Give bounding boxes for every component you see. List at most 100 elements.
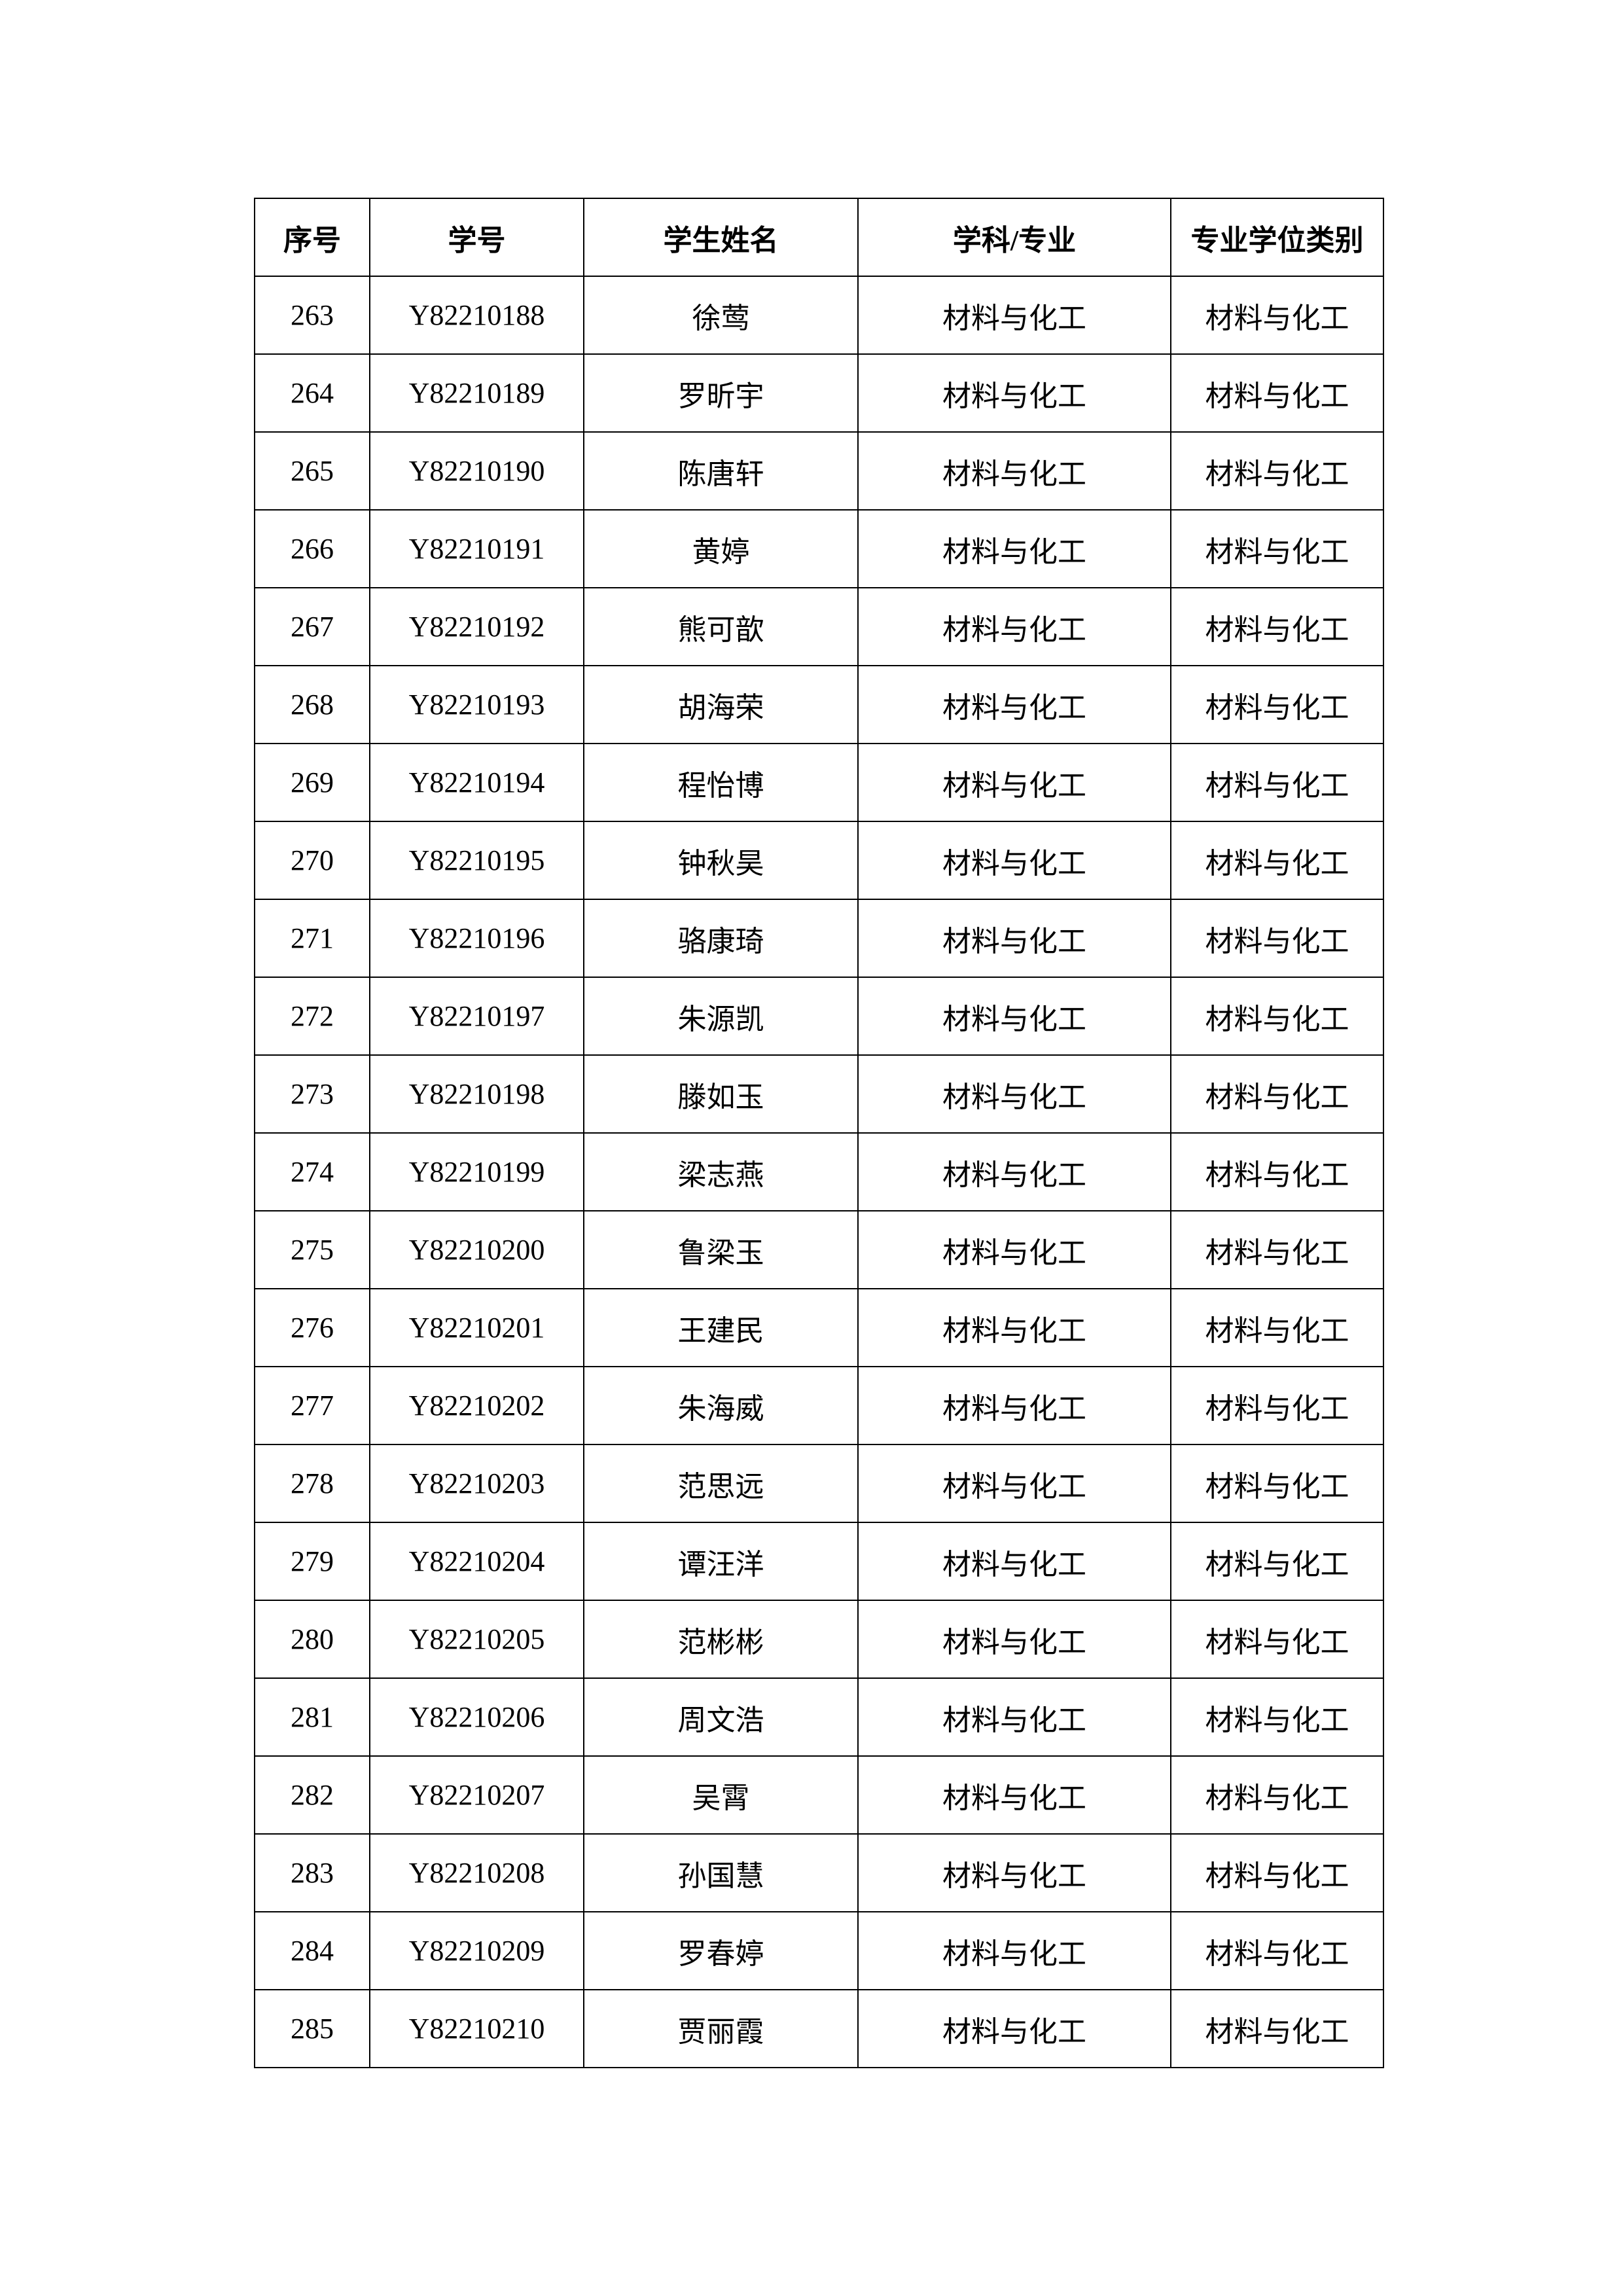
cell-index: 263 xyxy=(254,276,370,355)
cell-index: 265 xyxy=(254,431,370,511)
cell-discipline: 材料与化工 xyxy=(857,977,1171,1056)
cell-degree-category: 材料与化工 xyxy=(1170,353,1384,433)
cell-index: 267 xyxy=(254,587,370,666)
cell-index: 268 xyxy=(254,665,370,744)
table-row: 285 Y82210210 贾丽霞 材料与化工 材料与化工 xyxy=(254,1989,1384,2068)
cell-degree-category: 材料与化工 xyxy=(1170,1911,1384,1990)
cell-student-id: Y82210192 xyxy=(369,587,584,666)
cell-degree-category: 材料与化工 xyxy=(1170,587,1384,666)
cell-degree-category: 材料与化工 xyxy=(1170,1054,1384,1134)
cell-student-name: 胡海荣 xyxy=(583,665,859,744)
cell-discipline: 材料与化工 xyxy=(857,1288,1171,1367)
cell-student-id: Y82210189 xyxy=(369,353,584,433)
cell-discipline: 材料与化工 xyxy=(857,743,1171,822)
cell-degree-category: 材料与化工 xyxy=(1170,1132,1384,1211)
cell-student-name: 钟秋昊 xyxy=(583,821,859,900)
cell-index: 266 xyxy=(254,509,370,588)
cell-degree-category: 材料与化工 xyxy=(1170,509,1384,588)
cell-student-name: 滕如玉 xyxy=(583,1054,859,1134)
cell-student-name: 罗春婷 xyxy=(583,1911,859,1990)
cell-index: 273 xyxy=(254,1054,370,1134)
cell-index: 283 xyxy=(254,1833,370,1912)
table-row: 283 Y82210208 孙国慧 材料与化工 材料与化工 xyxy=(254,1833,1384,1912)
cell-student-id: Y82210193 xyxy=(369,665,584,744)
table-row: 282 Y82210207 吴霄 材料与化工 材料与化工 xyxy=(254,1755,1384,1835)
cell-student-name: 程怡博 xyxy=(583,743,859,822)
cell-discipline: 材料与化工 xyxy=(857,1755,1171,1835)
cell-student-id: Y82210201 xyxy=(369,1288,584,1367)
header-student-name: 学生姓名 xyxy=(583,198,859,277)
cell-student-id: Y82210197 xyxy=(369,977,584,1056)
cell-student-id: Y82210191 xyxy=(369,509,584,588)
cell-student-id: Y82210209 xyxy=(369,1911,584,1990)
cell-discipline: 材料与化工 xyxy=(857,509,1171,588)
cell-discipline: 材料与化工 xyxy=(857,1600,1171,1679)
cell-student-id: Y82210206 xyxy=(369,1677,584,1757)
cell-degree-category: 材料与化工 xyxy=(1170,665,1384,744)
header-discipline: 学科/专业 xyxy=(857,198,1171,277)
cell-student-name: 陈唐轩 xyxy=(583,431,859,511)
cell-index: 276 xyxy=(254,1288,370,1367)
table-row: 276 Y82210201 王建民 材料与化工 材料与化工 xyxy=(254,1288,1384,1367)
header-student-id: 学号 xyxy=(369,198,584,277)
cell-student-id: Y82210200 xyxy=(369,1210,584,1289)
table-row: 266 Y82210191 黄婷 材料与化工 材料与化工 xyxy=(254,509,1384,588)
cell-degree-category: 材料与化工 xyxy=(1170,1288,1384,1367)
cell-student-id: Y82210204 xyxy=(369,1522,584,1601)
cell-index: 270 xyxy=(254,821,370,900)
table-row: 269 Y82210194 程怡博 材料与化工 材料与化工 xyxy=(254,743,1384,822)
cell-degree-category: 材料与化工 xyxy=(1170,1989,1384,2068)
table-row: 272 Y82210197 朱源凯 材料与化工 材料与化工 xyxy=(254,977,1384,1056)
table-row: 278 Y82210203 范思远 材料与化工 材料与化工 xyxy=(254,1444,1384,1523)
cell-student-name: 熊可歆 xyxy=(583,587,859,666)
cell-degree-category: 材料与化工 xyxy=(1170,899,1384,978)
cell-index: 285 xyxy=(254,1989,370,2068)
cell-index: 281 xyxy=(254,1677,370,1757)
cell-student-name: 吴霄 xyxy=(583,1755,859,1835)
cell-student-id: Y82210207 xyxy=(369,1755,584,1835)
cell-student-id: Y82210210 xyxy=(369,1989,584,2068)
cell-student-name: 徐莺 xyxy=(583,276,859,355)
table-row: 267 Y82210192 熊可歆 材料与化工 材料与化工 xyxy=(254,587,1384,666)
cell-student-id: Y82210208 xyxy=(369,1833,584,1912)
cell-discipline: 材料与化工 xyxy=(857,1911,1171,1990)
table-row: 274 Y82210199 梁志燕 材料与化工 材料与化工 xyxy=(254,1132,1384,1211)
table-row: 273 Y82210198 滕如玉 材料与化工 材料与化工 xyxy=(254,1054,1384,1134)
table-row: 264 Y82210189 罗昕宇 材料与化工 材料与化工 xyxy=(254,353,1384,433)
cell-index: 282 xyxy=(254,1755,370,1835)
cell-discipline: 材料与化工 xyxy=(857,1366,1171,1445)
cell-index: 284 xyxy=(254,1911,370,1990)
cell-student-id: Y82210190 xyxy=(369,431,584,511)
cell-discipline: 材料与化工 xyxy=(857,1833,1171,1912)
cell-index: 272 xyxy=(254,977,370,1056)
cell-student-name: 罗昕宇 xyxy=(583,353,859,433)
cell-degree-category: 材料与化工 xyxy=(1170,1677,1384,1757)
cell-student-name: 骆康琦 xyxy=(583,899,859,978)
cell-student-name: 谭汪洋 xyxy=(583,1522,859,1601)
cell-degree-category: 材料与化工 xyxy=(1170,821,1384,900)
header-index: 序号 xyxy=(254,198,370,277)
cell-degree-category: 材料与化工 xyxy=(1170,1600,1384,1679)
cell-discipline: 材料与化工 xyxy=(857,1522,1171,1601)
cell-degree-category: 材料与化工 xyxy=(1170,1833,1384,1912)
cell-degree-category: 材料与化工 xyxy=(1170,1210,1384,1289)
cell-discipline: 材料与化工 xyxy=(857,1989,1171,2068)
table-row: 277 Y82210202 朱海威 材料与化工 材料与化工 xyxy=(254,1366,1384,1445)
cell-discipline: 材料与化工 xyxy=(857,1132,1171,1211)
cell-degree-category: 材料与化工 xyxy=(1170,276,1384,355)
cell-student-id: Y82210205 xyxy=(369,1600,584,1679)
cell-student-name: 王建民 xyxy=(583,1288,859,1367)
cell-discipline: 材料与化工 xyxy=(857,665,1171,744)
cell-student-name: 贾丽霞 xyxy=(583,1989,859,2068)
cell-index: 277 xyxy=(254,1366,370,1445)
cell-discipline: 材料与化工 xyxy=(857,1444,1171,1523)
table-row: 270 Y82210195 钟秋昊 材料与化工 材料与化工 xyxy=(254,821,1384,900)
cell-student-id: Y82210198 xyxy=(369,1054,584,1134)
cell-student-id: Y82210195 xyxy=(369,821,584,900)
cell-student-id: Y82210194 xyxy=(369,743,584,822)
cell-degree-category: 材料与化工 xyxy=(1170,743,1384,822)
table-row: 275 Y82210200 鲁梁玉 材料与化工 材料与化工 xyxy=(254,1210,1384,1289)
table-row: 263 Y82210188 徐莺 材料与化工 材料与化工 xyxy=(254,276,1384,355)
cell-degree-category: 材料与化工 xyxy=(1170,977,1384,1056)
cell-index: 278 xyxy=(254,1444,370,1523)
